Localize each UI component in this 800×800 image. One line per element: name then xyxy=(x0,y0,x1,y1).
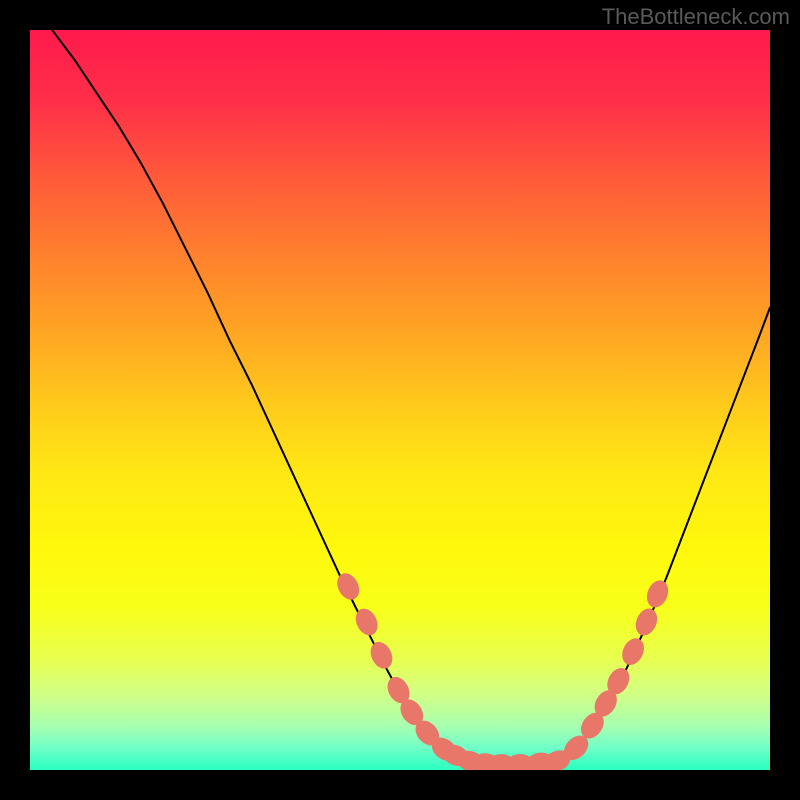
chart-svg xyxy=(30,30,770,770)
chart-container: TheBottleneck.com xyxy=(0,0,800,800)
plot-area xyxy=(30,30,770,770)
gradient-background xyxy=(30,30,770,770)
watermark-text: TheBottleneck.com xyxy=(602,4,790,30)
